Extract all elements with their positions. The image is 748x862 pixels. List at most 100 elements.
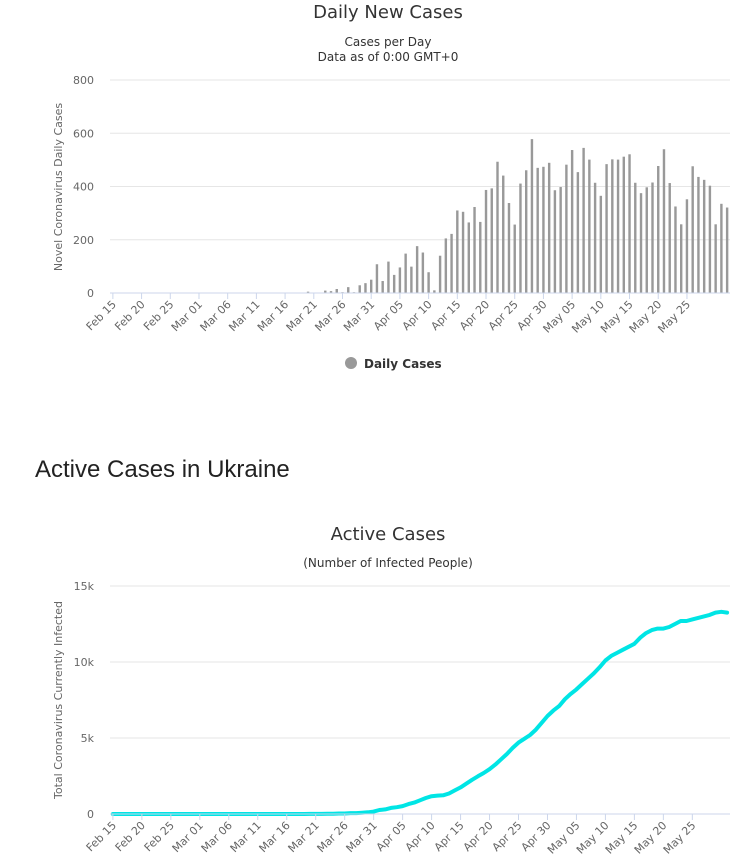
bar xyxy=(639,193,643,293)
bar xyxy=(611,159,614,293)
bar xyxy=(599,195,603,293)
bar xyxy=(714,224,717,293)
x-tick-label: Feb 20 xyxy=(112,298,147,333)
bar xyxy=(484,189,488,293)
bar xyxy=(565,164,568,293)
bar xyxy=(392,274,396,293)
bar xyxy=(490,188,493,293)
x-tick-label: Apr 05 xyxy=(374,819,409,854)
bar xyxy=(306,291,310,293)
bar xyxy=(461,211,465,293)
bar xyxy=(674,206,677,293)
x-tick-label: Apr 10 xyxy=(403,819,438,854)
bar xyxy=(369,279,373,293)
x-tick-label: Mar 16 xyxy=(255,298,291,334)
bar xyxy=(358,285,361,293)
x-tick-label: Apr 05 xyxy=(371,298,406,333)
x-tick-label: Mar 21 xyxy=(284,298,320,334)
chart-title: Daily New Cases xyxy=(313,2,463,23)
bar xyxy=(593,182,597,293)
bar xyxy=(657,165,660,293)
x-tick-label: Mar 31 xyxy=(341,298,377,334)
y-axis-label: Novel Coronavirus Daily Cases xyxy=(52,103,65,271)
bar xyxy=(530,139,534,293)
bar xyxy=(387,261,390,293)
bar xyxy=(335,289,338,293)
bar xyxy=(605,164,608,293)
legend-label: Daily Cases xyxy=(364,357,442,371)
x-tick-label: Apr 25 xyxy=(486,298,521,333)
bar xyxy=(542,166,545,293)
bar xyxy=(524,170,528,293)
bar xyxy=(570,150,574,293)
bar xyxy=(708,185,712,293)
y-tick-label: 10k xyxy=(74,656,95,669)
x-tick-label: Mar 11 xyxy=(226,298,262,334)
bar xyxy=(634,182,637,293)
bar xyxy=(702,179,706,293)
y-tick-label: 400 xyxy=(73,181,94,194)
x-tick-label: Mar 01 xyxy=(170,819,206,855)
bar xyxy=(421,252,425,293)
daily-new-cases-chart: Daily New Cases Cases per Day Data as of… xyxy=(52,2,730,371)
bar xyxy=(685,199,689,293)
bar xyxy=(616,159,620,293)
y-tick-label: 15k xyxy=(74,580,95,593)
bar xyxy=(553,190,557,293)
bar xyxy=(559,187,562,293)
series-line xyxy=(110,609,730,816)
y-tick-label: 600 xyxy=(73,127,94,140)
chart-subtitle-line-2: Data as of 0:00 GMT+0 xyxy=(318,50,459,64)
bar xyxy=(381,281,384,293)
x-tick-label: Apr 15 xyxy=(428,298,463,333)
chart-title: Active Cases xyxy=(331,524,446,545)
bar xyxy=(662,149,666,293)
bar xyxy=(547,162,551,293)
bar xyxy=(329,291,333,293)
x-tick-label: Feb 20 xyxy=(113,819,148,854)
bar xyxy=(502,175,505,293)
bar xyxy=(622,156,626,293)
legend[interactable]: Daily Cases xyxy=(345,357,442,371)
x-tick-label: Mar 26 xyxy=(312,298,348,334)
bar xyxy=(404,253,407,293)
x-tick-label: Mar 26 xyxy=(315,819,351,855)
y-tick-label: 200 xyxy=(73,234,94,247)
bar xyxy=(450,233,453,293)
bar xyxy=(507,203,511,293)
bar xyxy=(725,207,729,293)
bar xyxy=(691,166,694,293)
x-tick-label: Mar 16 xyxy=(257,819,293,855)
bar xyxy=(513,224,516,293)
bar xyxy=(536,167,539,293)
x-tick-label: Feb 15 xyxy=(84,819,119,854)
bar xyxy=(479,221,482,293)
y-tick-label: 5k xyxy=(81,732,95,745)
x-tick-label: Mar 06 xyxy=(198,298,234,334)
bar xyxy=(410,266,413,293)
bar xyxy=(645,187,648,293)
x-tick-label: Apr 20 xyxy=(461,819,496,854)
x-tick-label: Mar 11 xyxy=(228,819,264,855)
x-tick-label: May 25 xyxy=(655,298,693,336)
x-tick-label: Mar 21 xyxy=(286,819,322,855)
bar xyxy=(582,147,585,293)
legend-marker xyxy=(345,357,357,369)
bar xyxy=(467,222,471,293)
y-tick-label: 0 xyxy=(87,287,94,300)
bar xyxy=(588,159,591,293)
bar xyxy=(456,210,459,293)
bar xyxy=(375,264,379,293)
x-tick-label: Apr 25 xyxy=(490,819,525,854)
chart-subtitle-line-1: Cases per Day xyxy=(345,35,432,49)
x-tick-label: Mar 01 xyxy=(169,298,205,334)
bar xyxy=(496,161,499,293)
x-tick-label: Mar 31 xyxy=(344,819,380,855)
y-axis-label: Total Coronavirus Currently Infected xyxy=(52,601,65,800)
bar xyxy=(628,154,631,293)
x-tick-label: Feb 15 xyxy=(84,298,119,333)
active-cases-chart: Active Cases (Number of Infected People)… xyxy=(52,524,730,857)
bar xyxy=(444,238,448,293)
bar xyxy=(651,182,654,293)
x-tick-label: Apr 10 xyxy=(400,298,435,333)
